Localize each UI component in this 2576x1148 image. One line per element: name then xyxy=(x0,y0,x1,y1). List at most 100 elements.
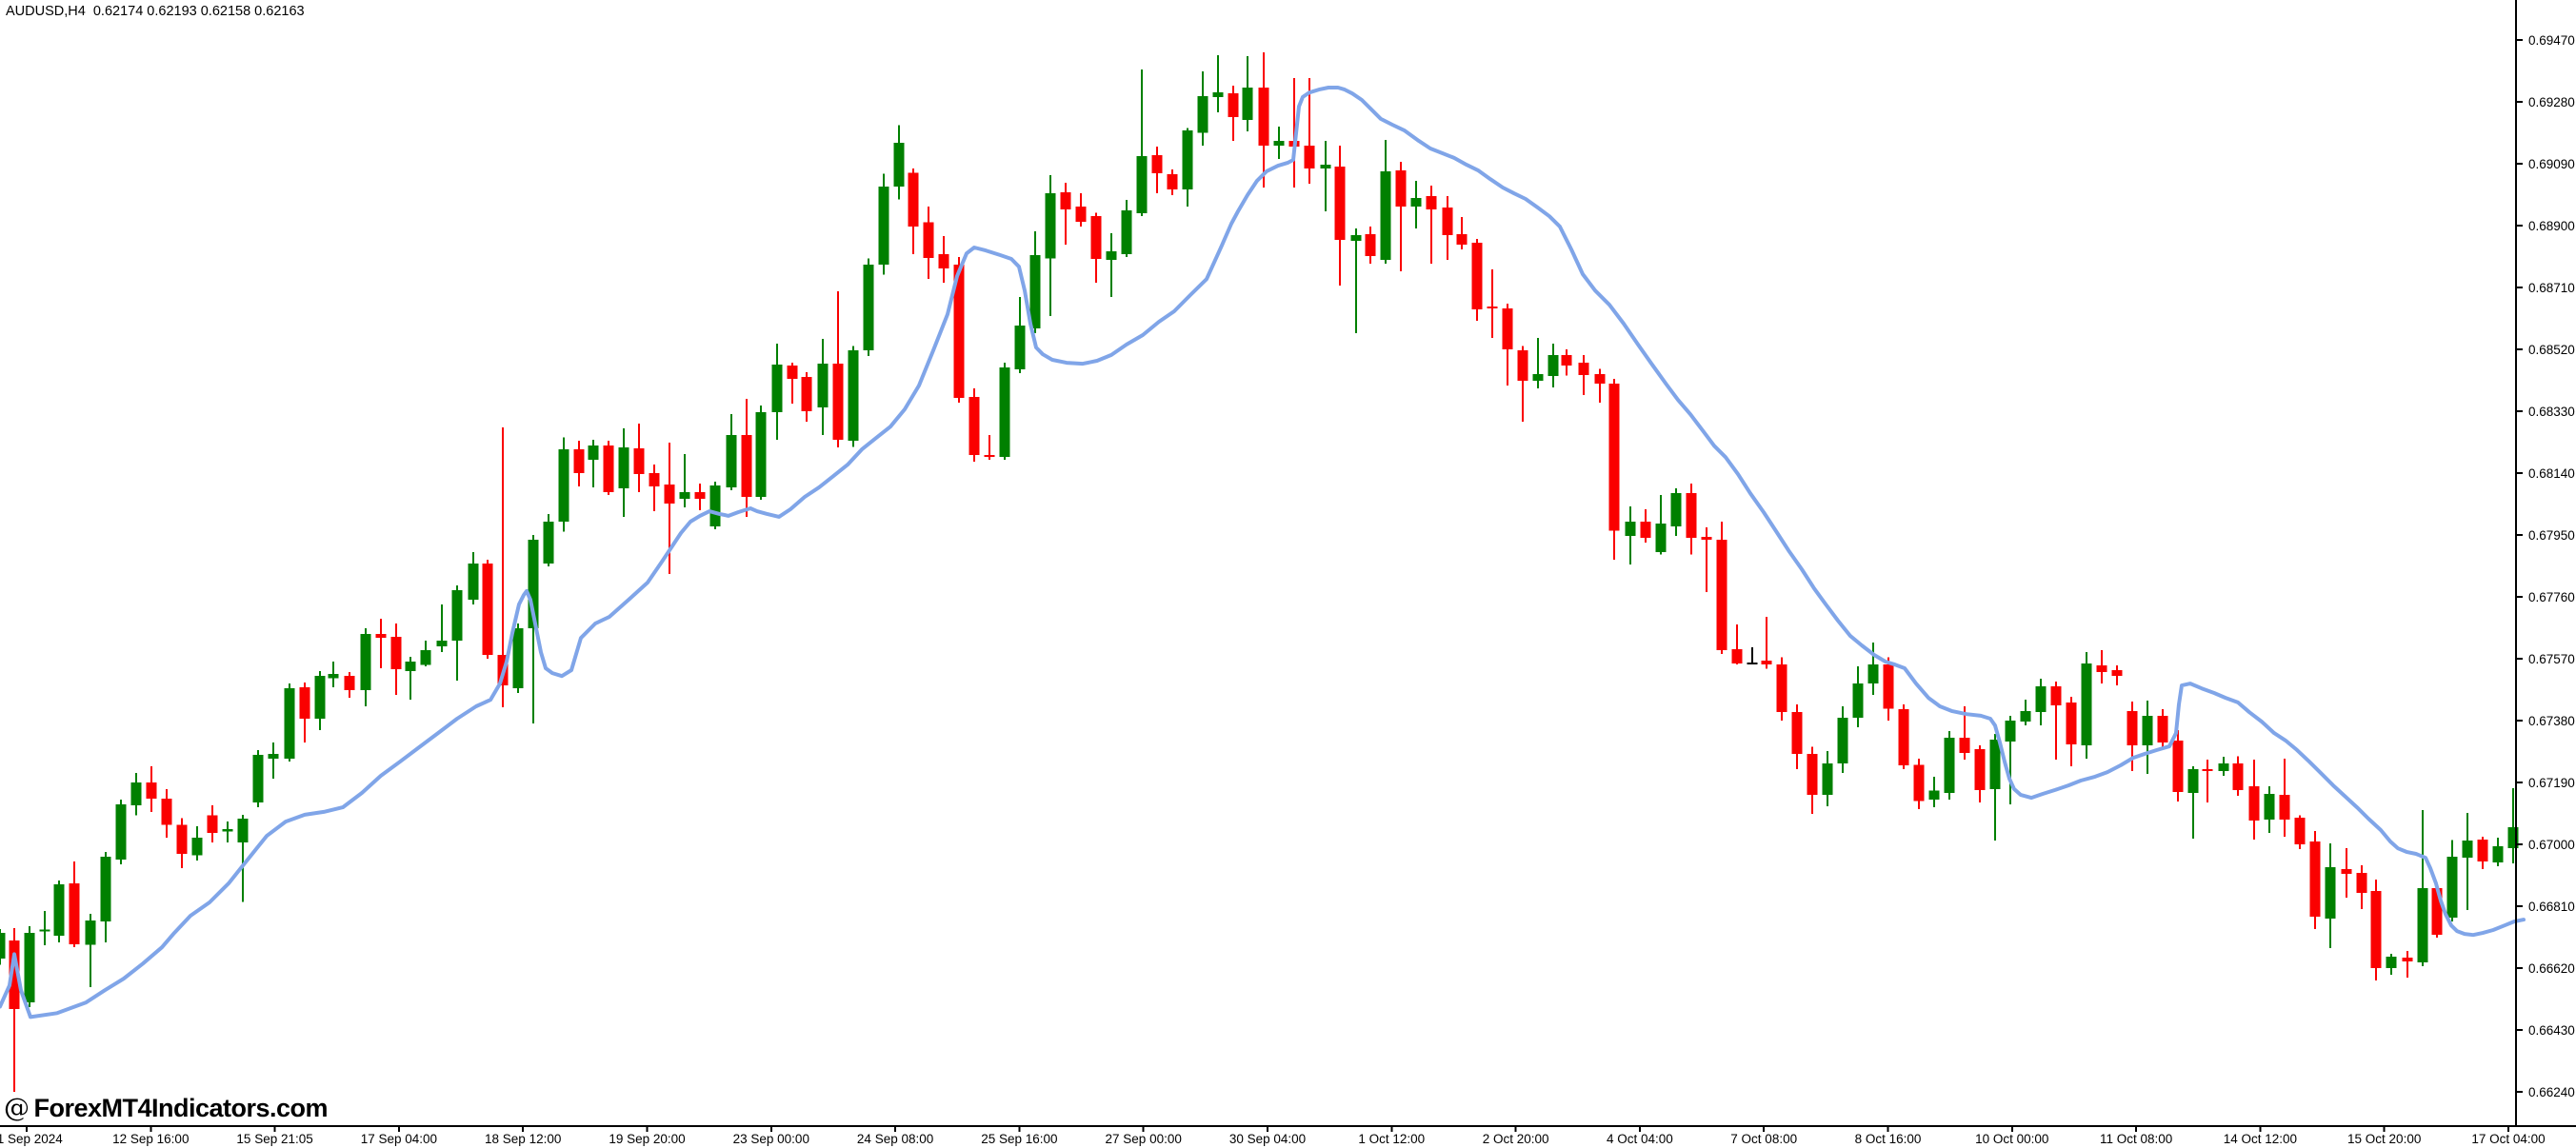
candle-body[interactable] xyxy=(1517,350,1528,381)
candle-body[interactable] xyxy=(1867,664,1879,683)
candle-body[interactable] xyxy=(314,676,326,719)
candle-body[interactable] xyxy=(1883,664,1894,709)
candles-layer[interactable] xyxy=(0,52,2519,1093)
candle-body[interactable] xyxy=(1014,326,1026,369)
candle-body[interactable] xyxy=(1365,234,1376,256)
candle-body[interactable] xyxy=(755,412,767,497)
candle-body[interactable] xyxy=(1045,192,1056,259)
candle-body[interactable] xyxy=(1807,754,1818,796)
candle-body[interactable] xyxy=(2386,957,2397,969)
candle-body[interactable] xyxy=(115,804,127,860)
candle-body[interactable] xyxy=(588,445,599,461)
candle-body[interactable] xyxy=(1471,242,1483,309)
candle-body[interactable] xyxy=(1273,140,1285,146)
candle-body[interactable] xyxy=(1822,762,1833,796)
candle-body[interactable] xyxy=(2370,891,2382,969)
candle-body[interactable] xyxy=(664,485,675,504)
candle-body[interactable] xyxy=(1167,174,1178,190)
candle-body[interactable] xyxy=(146,782,157,800)
candle-body[interactable] xyxy=(1944,737,1955,794)
candle-body[interactable] xyxy=(1578,363,1589,376)
candle-body[interactable] xyxy=(2462,841,2473,859)
candle-body[interactable] xyxy=(191,837,203,856)
candle-body[interactable] xyxy=(176,824,188,854)
candle-body[interactable] xyxy=(953,264,965,399)
candle-body[interactable] xyxy=(451,589,463,641)
candle-body[interactable] xyxy=(787,366,798,379)
candle-body[interactable] xyxy=(2111,670,2123,677)
candle-body[interactable] xyxy=(1776,664,1787,713)
candle-body[interactable] xyxy=(558,449,569,522)
candle-body[interactable] xyxy=(1561,354,1572,366)
candle-body[interactable] xyxy=(2127,711,2138,745)
candle-body[interactable] xyxy=(2341,869,2352,874)
candle-body[interactable] xyxy=(1090,216,1102,259)
candle-body[interactable] xyxy=(1731,649,1743,664)
candle-body[interactable] xyxy=(2417,887,2428,963)
candle-body[interactable] xyxy=(2066,702,2077,744)
candle-body[interactable] xyxy=(1121,210,1132,254)
candle-body[interactable] xyxy=(2172,740,2184,792)
candle-body[interactable] xyxy=(344,676,355,690)
candle-body[interactable] xyxy=(2096,664,2107,673)
candle-body[interactable] xyxy=(2431,887,2443,936)
candle-body[interactable] xyxy=(2081,663,2092,746)
candle-body[interactable] xyxy=(999,366,1010,457)
candle-body[interactable] xyxy=(2477,839,2488,862)
candle-body[interactable] xyxy=(1242,88,1253,121)
candle-body[interactable] xyxy=(618,447,629,489)
candle-body[interactable] xyxy=(1608,384,1620,531)
candle-body[interactable] xyxy=(649,473,660,487)
candle-body[interactable] xyxy=(360,634,371,690)
candle-body[interactable] xyxy=(2020,711,2031,722)
candle-body[interactable] xyxy=(237,819,249,842)
candle-body[interactable] xyxy=(299,687,310,719)
candle-body[interactable] xyxy=(2492,846,2504,863)
candle-body[interactable] xyxy=(420,650,431,665)
candle-body[interactable] xyxy=(878,187,889,266)
candle-body[interactable] xyxy=(984,454,995,457)
candle-body[interactable] xyxy=(893,142,905,187)
candle-body[interactable] xyxy=(1837,718,1848,763)
candle-body[interactable] xyxy=(1502,308,1513,350)
candle-body[interactable] xyxy=(2446,857,2458,919)
candle-body[interactable] xyxy=(284,688,295,760)
candle-body[interactable] xyxy=(2507,826,2519,849)
candle-body[interactable] xyxy=(1761,661,1772,665)
candle-body[interactable] xyxy=(1320,164,1331,168)
candle-body[interactable] xyxy=(1852,683,1864,718)
candle-body[interactable] xyxy=(1716,540,1727,651)
candle-body[interactable] xyxy=(2232,762,2244,790)
candle-body[interactable] xyxy=(633,448,645,475)
candle-body[interactable] xyxy=(69,883,80,945)
candle-body[interactable] xyxy=(2279,795,2290,821)
candle-body[interactable] xyxy=(161,799,172,825)
candle-body[interactable] xyxy=(1029,254,1041,328)
candle-body[interactable] xyxy=(1548,354,1559,377)
candle-body[interactable] xyxy=(1410,198,1422,207)
candle-body[interactable] xyxy=(85,920,96,945)
candle-body[interactable] xyxy=(1075,206,1087,222)
candle-body[interactable] xyxy=(2402,958,2413,962)
candle-body[interactable] xyxy=(603,445,614,492)
candle-body[interactable] xyxy=(1334,166,1346,240)
candle-body[interactable] xyxy=(130,782,142,805)
candle-body[interactable] xyxy=(1442,207,1453,235)
candle-body[interactable] xyxy=(1151,154,1163,173)
candle-body[interactable] xyxy=(2294,818,2306,845)
candle-body[interactable] xyxy=(1959,737,1970,753)
candle-body[interactable] xyxy=(0,933,6,960)
candle-body[interactable] xyxy=(405,662,416,671)
candle-body[interactable] xyxy=(1228,93,1239,118)
candle-body[interactable] xyxy=(1686,492,1697,539)
candle-body[interactable] xyxy=(1136,155,1148,214)
candle-body[interactable] xyxy=(53,884,65,937)
candle-body[interactable] xyxy=(1426,195,1437,209)
candle-body[interactable] xyxy=(741,435,752,497)
candle-body[interactable] xyxy=(1304,145,1315,168)
candle-body[interactable] xyxy=(1701,537,1712,541)
candle-body[interactable] xyxy=(375,634,387,639)
candle-body[interactable] xyxy=(771,365,783,413)
candle-body[interactable] xyxy=(1395,169,1407,207)
candle-body[interactable] xyxy=(726,435,737,488)
